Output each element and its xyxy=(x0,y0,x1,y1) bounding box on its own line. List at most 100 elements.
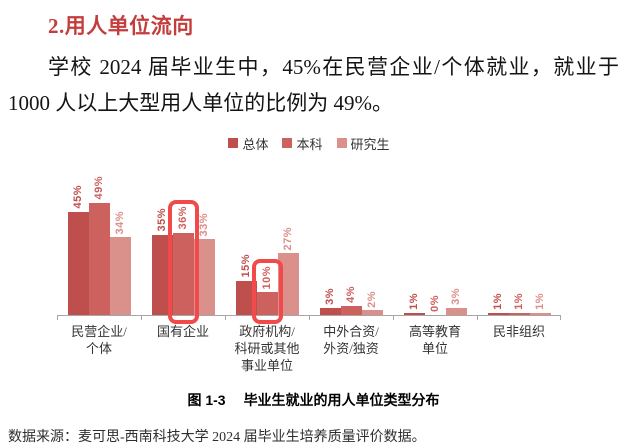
bar xyxy=(172,232,194,315)
category-label-line: 民非组织 xyxy=(492,324,545,339)
category-label-line: 国有企业 xyxy=(156,324,209,339)
legend-swatch-icon xyxy=(228,138,239,148)
category-label-line: 事业单位 xyxy=(240,358,293,373)
axis-tick xyxy=(477,315,478,320)
figure-title: 毕业生就业的用人单位类型分布 xyxy=(243,392,440,408)
bar-value-label: 3% xyxy=(324,288,336,306)
bar-group: 3% 4% 2% xyxy=(309,163,393,315)
bar-with-label: 3% xyxy=(319,163,341,315)
chart-plot-area: 45% 49% 34% 35% 36% 33% 15% 10% 27% 3% 4% 2% 1% 0% 3% 1… xyxy=(57,163,561,324)
bar xyxy=(67,211,89,315)
bar xyxy=(508,312,530,315)
legend-item: 研究生 xyxy=(336,134,390,153)
bar xyxy=(193,239,215,315)
bar-value-label: 36% xyxy=(177,206,189,230)
x-axis-category-labels: 民营企业/个体 国有企业 政府机构/科研或其他 事业单位 中外合资/外资/独资 高等教育单… xyxy=(57,323,561,374)
bar-with-label: 15% xyxy=(235,163,257,315)
bar-value-label: 4% xyxy=(345,285,357,303)
bar xyxy=(361,310,383,315)
category-label-line: 外资/独资 xyxy=(323,341,379,356)
axis-tick xyxy=(309,315,310,320)
legend-label: 研究生 xyxy=(350,136,390,152)
bar-with-label: 34% xyxy=(109,163,131,315)
bar-with-label: 10% xyxy=(251,163,283,324)
bar xyxy=(403,312,425,315)
bar-value-label: 45% xyxy=(72,185,84,209)
bar xyxy=(487,312,509,315)
figure-caption: 图 1-3 毕业生就业的用人单位类型分布 xyxy=(0,390,627,410)
bar-with-label: 49% xyxy=(88,163,110,315)
bar-value-label: 49% xyxy=(93,176,105,200)
bar xyxy=(256,292,278,315)
bar-with-label: 3% xyxy=(445,163,467,315)
bar-value-label: 1% xyxy=(492,292,504,310)
axis-tick xyxy=(57,315,58,320)
bar-group: 15% 10% 27% xyxy=(225,163,309,324)
category-label-line: 科研或其他 xyxy=(234,341,300,356)
bar-group: 1% 0% 3% xyxy=(393,163,477,315)
bar-value-label: 33% xyxy=(198,212,210,237)
bar-with-label: 1% xyxy=(403,163,425,315)
category-label: 民非组织 xyxy=(477,323,561,374)
category-label: 高等教育 单位 xyxy=(393,323,477,374)
bar-with-label: 36% xyxy=(167,163,199,324)
bar-with-label: 35% xyxy=(151,163,173,315)
category-label-line: 政府机构/ xyxy=(239,324,295,339)
bar-value-label: 34% xyxy=(114,210,126,235)
data-source-note: 数据来源：麦可思-西南科技大学 2024 届毕业生培养质量评价数据。 xyxy=(8,430,426,445)
bar xyxy=(235,280,257,315)
bar-value-label: 1% xyxy=(513,292,525,310)
legend-item: 总体 xyxy=(228,134,268,153)
legend-swatch-icon xyxy=(282,138,293,148)
body-paragraph: 学校 2024 届毕业生中，45%在民营企业/个体就业，就业于 1000 人以上… xyxy=(8,55,619,115)
figure-number: 图 1-3 xyxy=(187,392,226,408)
category-label-line: 个体 xyxy=(85,341,112,356)
bar-value-label: 15% xyxy=(240,254,252,278)
category-label-line: 单位 xyxy=(421,341,448,356)
category-label-line: 中外合资/ xyxy=(323,324,379,339)
chart-legend: 总体 本科 研究生 xyxy=(57,134,561,153)
bar-group: 35% 36% 33% xyxy=(141,163,225,324)
bar-value-label: 0% xyxy=(429,295,441,312)
axis-tick xyxy=(140,315,142,320)
category-label: 国有企业 xyxy=(141,323,225,374)
legend-item: 本科 xyxy=(282,134,323,153)
bar xyxy=(340,305,362,315)
bar xyxy=(109,237,131,315)
category-label-line: 民营企业/ xyxy=(71,324,127,339)
bar xyxy=(529,312,551,315)
bar-value-label: 3% xyxy=(450,288,462,306)
bar-with-label: 0% xyxy=(425,163,446,315)
bar xyxy=(277,253,299,315)
bar-value-label: 1% xyxy=(408,292,420,310)
category-label: 中外合资/外资/独资 xyxy=(309,323,393,374)
bar-with-label: 33% xyxy=(193,163,215,315)
category-label: 政府机构/科研或其他事业单位 xyxy=(225,323,309,374)
bar-with-label: 45% xyxy=(67,163,89,315)
bar-chart: 总体 本科 研究生 45% 49% 34% 35% 36% 33% 15% 10% 27% 3% 4% 2… xyxy=(57,135,561,374)
category-label-line: 高等教育 xyxy=(408,324,461,339)
bar-with-label: 4% xyxy=(340,163,362,315)
bar-with-label: 1% xyxy=(487,163,509,315)
bar xyxy=(88,202,110,315)
bar-value-label: 2% xyxy=(366,290,378,308)
legend-label: 总体 xyxy=(242,136,269,152)
bar-value-label: 10% xyxy=(261,265,273,290)
bar xyxy=(151,234,173,315)
axis-tick xyxy=(224,315,226,320)
bar-with-label: 1% xyxy=(508,163,530,315)
legend-swatch-icon xyxy=(336,138,347,148)
bar-value-label: 1% xyxy=(534,292,546,310)
axis-tick xyxy=(392,315,394,320)
bar-with-label: 1% xyxy=(529,163,551,315)
bar-with-label: 27% xyxy=(277,163,299,315)
bar-value-label: 35% xyxy=(156,208,168,232)
bar-group: 1% 1% 1% xyxy=(477,163,561,315)
axis-tick xyxy=(560,315,561,320)
bar-group: 45% 49% 34% xyxy=(57,163,141,315)
category-label: 民营企业/个体 xyxy=(57,323,141,374)
bar-with-label: 2% xyxy=(361,163,383,315)
section-heading: 2.用人单位流向 xyxy=(48,14,194,38)
bar xyxy=(445,308,467,315)
